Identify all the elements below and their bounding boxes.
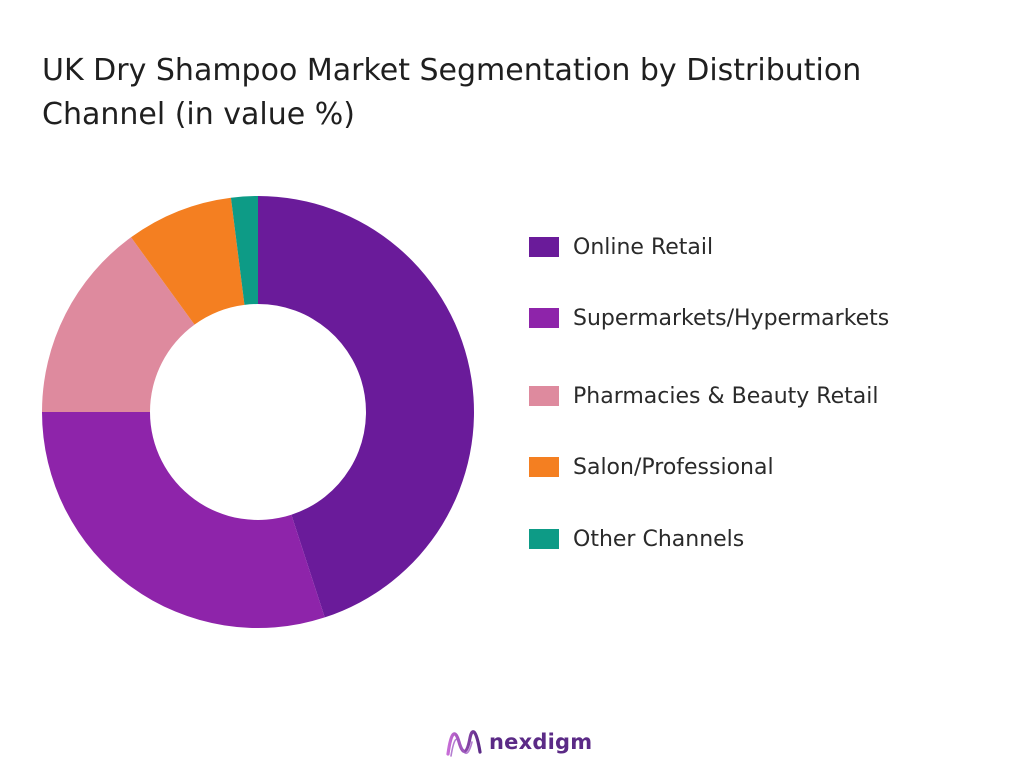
brand-logo: nexdigm (445, 722, 592, 762)
legend-item: Pharmacies & Beauty Retail (529, 376, 878, 416)
legend-label: Salon/Professional (573, 454, 774, 480)
donut-slice-salon-professional (131, 197, 245, 325)
nexdigm-logo-icon (446, 730, 482, 757)
brand-name: nexdigm (489, 730, 593, 754)
donut-slices (42, 196, 475, 628)
donut-chart (42, 196, 475, 628)
legend-item: Supermarkets/Hypermarkets (529, 298, 889, 338)
legend-swatch (529, 386, 559, 406)
chart-title: UK Dry Shampoo Market Segmentation by Di… (42, 53, 862, 132)
legend-label: Online Retail (573, 234, 714, 260)
legend-swatch (529, 457, 559, 477)
legend-swatch (529, 529, 559, 549)
legend-item: Salon/Professional (529, 447, 774, 487)
legend-swatch (529, 237, 559, 257)
donut-slice-online-retail (258, 196, 475, 618)
legend-item: Online Retail (529, 227, 713, 267)
donut-slice-other-channels (230, 196, 258, 305)
legend-swatch (529, 308, 559, 328)
donut-slice-supermarkets-hypermarkets (42, 412, 325, 628)
donut-slice-pharmacies-beauty-retail (42, 237, 195, 412)
legend-label: Pharmacies & Beauty Retail (573, 383, 879, 409)
legend-label: Other Channels (573, 526, 745, 552)
legend-item: Other Channels (529, 519, 744, 559)
legend-label: Supermarkets/Hypermarkets (573, 305, 890, 331)
